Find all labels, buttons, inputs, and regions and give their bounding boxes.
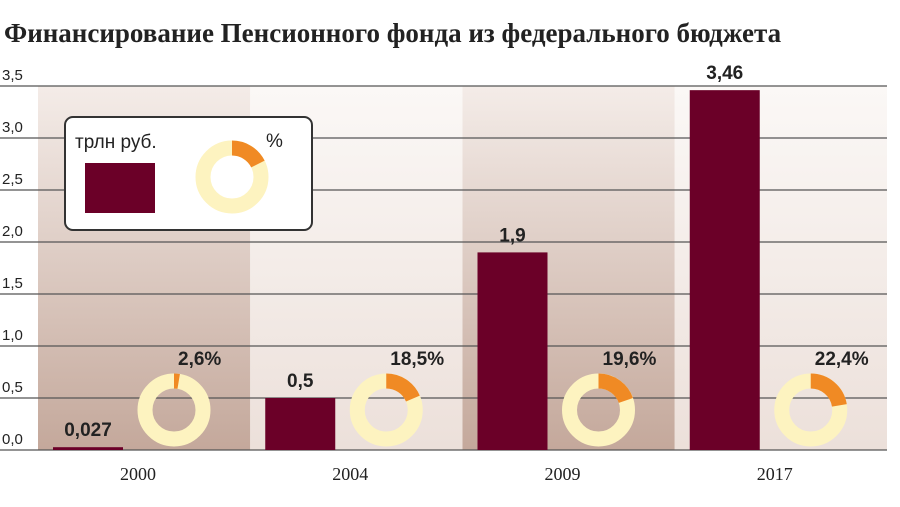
y-tick-label: 2,0 [2, 223, 23, 240]
x-tick-label: 2000 [120, 464, 156, 484]
y-tick-label: 3,0 [2, 119, 23, 136]
data-label: 18,5% [390, 349, 444, 370]
y-tick-label: 0,0 [2, 431, 23, 448]
data-label: 19,6% [603, 349, 657, 370]
y-tick-label: 1,5 [2, 275, 23, 292]
data-label: 0,5 [287, 371, 314, 392]
legend: трлн руб. % [64, 116, 313, 231]
x-tick-label: 2017 [757, 464, 793, 484]
x-tick-label: 2009 [545, 464, 581, 484]
donut-segment [562, 373, 635, 447]
y-tick-label: 1,0 [2, 327, 23, 344]
x-tick-label: 2004 [332, 464, 368, 484]
bar [53, 447, 123, 450]
donut-segment [137, 373, 211, 447]
legend-label: трлн руб. [75, 132, 157, 153]
bar [477, 252, 548, 450]
data-label: 2,6% [178, 349, 221, 370]
donut-segment [349, 373, 423, 447]
bar [689, 90, 760, 450]
legend-swatch [85, 163, 155, 213]
data-label: 0,027 [64, 420, 112, 441]
data-label: 22,4% [815, 349, 869, 370]
data-label: 1,9 [499, 225, 525, 246]
y-tick-label: 0,5 [2, 379, 23, 396]
data-label: 3,46 [706, 63, 743, 84]
donut-segment [774, 373, 848, 447]
y-tick-label: 2,5 [2, 171, 23, 188]
legend-label: % [266, 131, 283, 152]
legend-donut-icon [195, 140, 269, 214]
bar [265, 398, 336, 450]
y-tick-label: 3,5 [2, 67, 23, 84]
chart-title: Финансирование Пенсионного фонда из феде… [4, 18, 782, 48]
